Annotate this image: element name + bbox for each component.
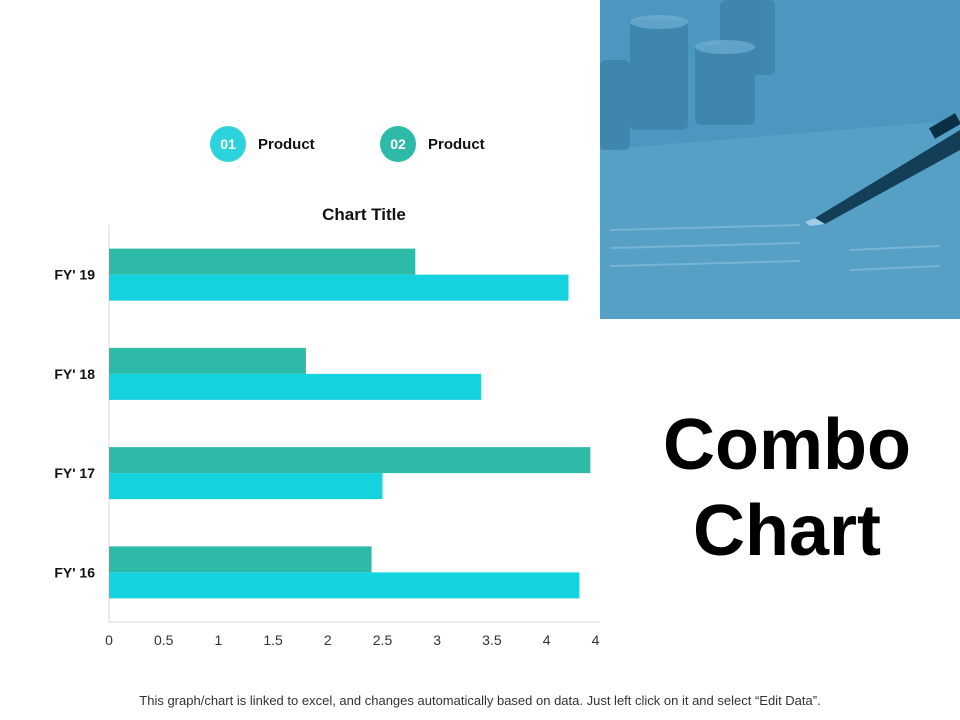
bar-chart-svg: Chart Title FY' 19 FY' 18 FY' 17 FY' 16 0 0.5 1…	[54, 205, 660, 648]
bar-series1-1	[109, 248, 416, 275]
y-tick-label: FY' 18	[54, 366, 95, 382]
bar-series2-3	[109, 473, 383, 500]
y-tick-label: FY' 19	[54, 267, 95, 283]
slide-title: Combo Chart	[628, 402, 946, 574]
x-tick-label: 3.5	[482, 632, 502, 648]
x-tick-label: 2	[324, 632, 332, 648]
x-tick-label: 1.5	[263, 632, 283, 648]
y-tick-label: FY' 17	[54, 465, 95, 481]
legend-badge-01: 01	[210, 126, 246, 162]
bar-series1-2	[109, 347, 306, 374]
x-tick-label: 4	[543, 632, 551, 648]
x-tick-label: 2.5	[373, 632, 393, 648]
x-tick-label: 4.5	[592, 632, 600, 648]
x-tick-label: 0.5	[154, 632, 174, 648]
legend-label-02: Product	[428, 135, 485, 153]
chart-legend: 01 Product 02 Product	[0, 126, 600, 162]
x-tick-label: 0	[105, 632, 113, 648]
legend-item-01: 01 Product	[210, 126, 315, 162]
bar-series2-2	[109, 373, 481, 400]
coins-and-pen-photo	[600, 0, 960, 319]
legend-item-02: 02 Product	[380, 126, 485, 162]
bar-series2-4	[109, 572, 580, 599]
y-tick-label: FY' 16	[54, 564, 95, 580]
bar-series2-1	[109, 274, 569, 301]
slide-title-line2: Chart	[692, 491, 881, 571]
x-tick-label: 1	[215, 632, 223, 648]
bar-series1-4	[109, 546, 372, 573]
chart-title: Chart Title	[322, 205, 406, 224]
legend-label-01: Product	[258, 135, 315, 153]
bar-series1-3	[109, 447, 591, 474]
legend-badge-02: 02	[380, 126, 416, 162]
x-tick-label: 3	[433, 632, 441, 648]
bar-chart: Chart Title FY' 19 FY' 18 FY' 17 FY' 16 0 0.5 1…	[0, 195, 660, 665]
footer-note: This graph/chart is linked to excel, and…	[139, 693, 821, 708]
slide-title-line1: Combo	[663, 405, 911, 485]
